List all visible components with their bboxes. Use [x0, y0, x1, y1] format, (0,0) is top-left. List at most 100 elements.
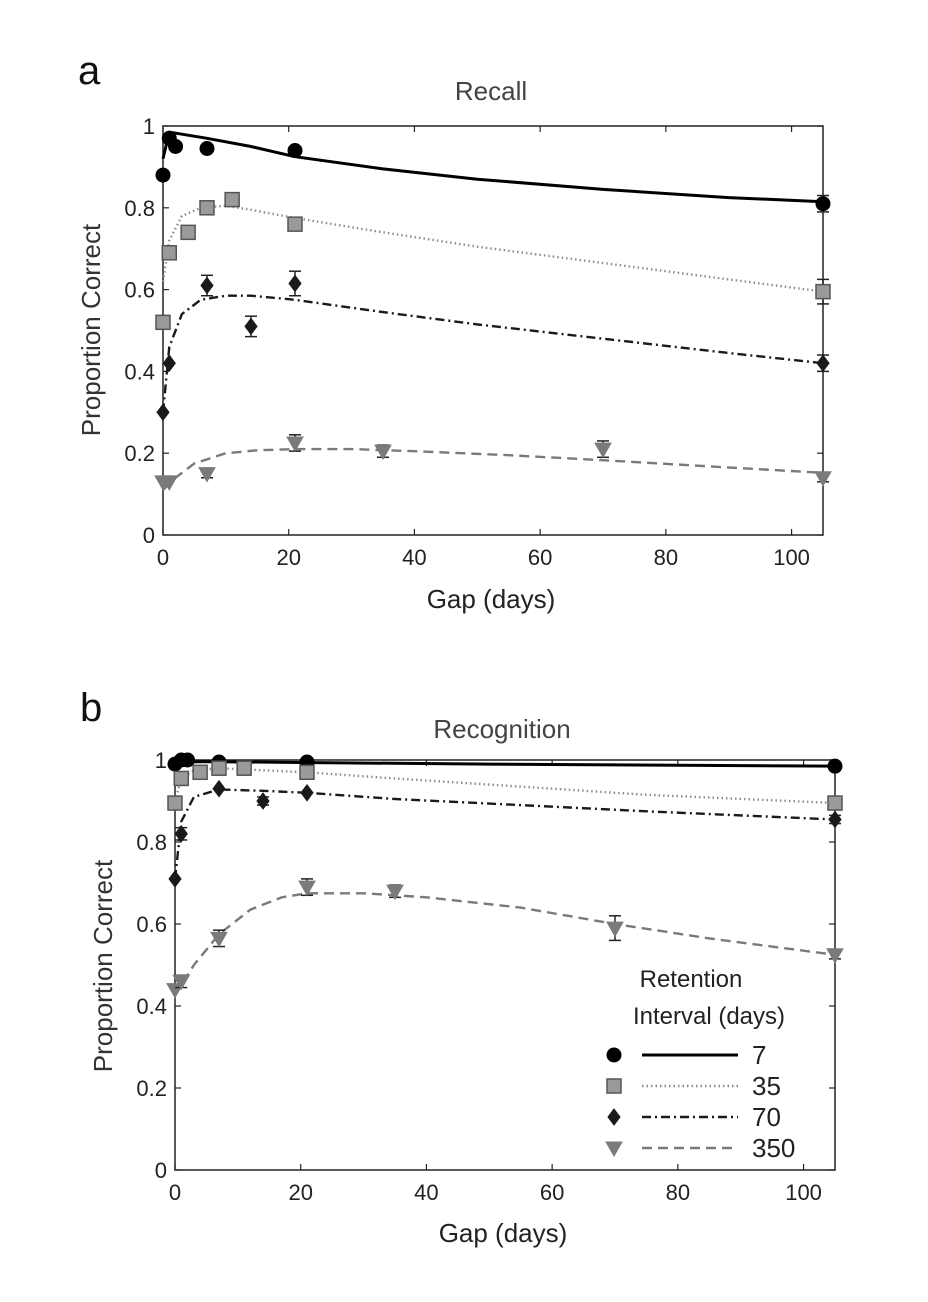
- recall-data-point-35: [161, 245, 178, 261]
- recognition-x-tick-label: 100: [785, 1180, 822, 1205]
- recall-data-point-7: [168, 138, 184, 154]
- recall-x-tick-label: 0: [157, 545, 169, 570]
- recall-data-point-350: [814, 471, 832, 487]
- recognition-series-70: [168, 779, 842, 888]
- legend-marker-70: [607, 1108, 621, 1126]
- recall-series-35: [155, 191, 831, 331]
- recall-y-tick-label: 0.8: [124, 196, 155, 221]
- legend-marker-7: [606, 1047, 622, 1063]
- legend-entry-35: 35: [606, 1071, 781, 1101]
- recall-y-axis-label: Proportion Correct: [76, 223, 106, 436]
- recall-data-point-350: [160, 475, 179, 491]
- recognition-x-tick-label: 60: [540, 1180, 564, 1205]
- recall-data-point-35: [199, 200, 215, 216]
- recognition-data-point-350: [298, 880, 316, 897]
- legend-title-line2: Interval (days): [633, 1003, 785, 1030]
- recall-data-point-70: [244, 317, 258, 336]
- recall-y-tick-label: 0: [143, 523, 155, 548]
- legend-marker-350: [605, 1141, 623, 1158]
- recall-y-tick-label: 0.2: [124, 441, 155, 466]
- recognition-y-tick-label: 0.2: [136, 1076, 167, 1101]
- recognition-y-tick-label: 1: [155, 748, 167, 773]
- recognition-data-point-350: [172, 974, 191, 991]
- recall-data-point-70: [200, 276, 214, 295]
- recall-panel: a Recall Gap (days) Proportion Correct 0…: [76, 49, 832, 614]
- legend-entry-70: 70: [607, 1102, 781, 1132]
- recall-data-point-35: [180, 224, 196, 241]
- recall-data-point-35: [287, 216, 303, 232]
- recall-y-tick-label: 0.6: [124, 278, 155, 303]
- recognition-data-point-35: [211, 760, 227, 776]
- recall-x-axis-label: Gap (days): [427, 584, 556, 614]
- recognition-panel: b Recognition Gap (days) Proportion Corr…: [80, 686, 844, 1248]
- recognition-x-tick-label: 80: [666, 1180, 690, 1205]
- recognition-y-axis-label: Proportion Correct: [88, 859, 118, 1072]
- recognition-x-axis-label: Gap (days): [439, 1218, 568, 1248]
- recognition-data-point-70: [300, 783, 314, 802]
- legend-entry-350: 350: [605, 1133, 795, 1163]
- recognition-x-tick-label: 40: [414, 1180, 438, 1205]
- recall-y-tick-label: 1: [143, 114, 155, 139]
- recognition-data-point-70: [828, 810, 842, 829]
- recognition-data-point-350: [386, 884, 404, 901]
- recall-data-point-70: [816, 354, 830, 373]
- recognition-data-point-70: [212, 779, 226, 798]
- legend-label-35: 35: [752, 1071, 781, 1101]
- recognition-series-350: [166, 878, 844, 999]
- recall-x-tick-label: 100: [773, 545, 810, 570]
- recognition-y-tick-label: 0.4: [136, 994, 167, 1019]
- recall-data-point-350: [374, 444, 392, 461]
- recall-data-point-7: [155, 167, 171, 183]
- recognition-data-point-35: [167, 795, 183, 811]
- recall-axes-box: [162, 125, 824, 536]
- recognition-y-tick-label: 0.6: [136, 912, 167, 937]
- legend-label-350: 350: [752, 1133, 795, 1163]
- legend-label-70: 70: [752, 1102, 781, 1132]
- recall-fit-line-7: [161, 130, 824, 204]
- recognition-fit-line-7: [173, 760, 836, 774]
- recognition-data-point-35: [827, 795, 843, 811]
- panel-label-a: a: [78, 49, 101, 93]
- recognition-data-point-70: [168, 870, 182, 888]
- recognition-plot-area: 0 20 40 60 80 100 0 0.2 0.4 0.6 0.8 1: [136, 748, 844, 1205]
- recall-data-point-7: [199, 140, 215, 156]
- recognition-data-point-70: [256, 792, 270, 810]
- recognition-series-35: [167, 760, 843, 811]
- recognition-data-point-350: [606, 921, 624, 938]
- recognition-fit-line-35: [173, 767, 836, 805]
- recall-data-point-70: [288, 274, 302, 293]
- legend-marker-35: [606, 1078, 622, 1094]
- recognition-data-point-350: [826, 948, 844, 964]
- recall-data-point-7: [815, 196, 831, 212]
- recall-data-point-70: [162, 354, 176, 373]
- recall-fit-line-350: [162, 447, 824, 491]
- recognition-axes-box: [174, 759, 836, 1171]
- recall-data-point-35: [224, 191, 240, 208]
- recognition-data-point-35: [236, 760, 252, 776]
- recognition-data-point-35: [173, 770, 190, 787]
- recall-data-point-35: [815, 283, 831, 300]
- recall-y-tick-label: 0.4: [124, 359, 155, 384]
- recall-fit-line-35: [161, 204, 824, 293]
- recall-plot-area: 0 20 40 60 80 100 0 0.2 0.4 0.6 0.8 1: [124, 114, 832, 570]
- recall-x-tick-label: 20: [276, 545, 300, 570]
- panel-label-b: b: [80, 686, 102, 730]
- recall-data-point-35: [155, 314, 171, 331]
- recall-data-point-350: [594, 442, 612, 459]
- recognition-fit-line-70: [173, 788, 836, 880]
- recall-title: Recall: [455, 76, 527, 106]
- recognition-data-point-350: [210, 931, 228, 948]
- legend-entry-7: 7: [606, 1040, 766, 1070]
- recognition-data-point-7: [827, 758, 843, 774]
- recall-data-point-70: [156, 403, 170, 422]
- recognition-x-tick-label: 0: [169, 1180, 181, 1205]
- recall-fit-line-70: [161, 294, 824, 413]
- recall-x-tick-label: 60: [528, 545, 552, 570]
- recognition-data-point-70: [174, 824, 188, 843]
- recognition-title: Recognition: [433, 714, 570, 744]
- recall-data-point-350: [286, 436, 304, 452]
- recognition-data-point-35: [192, 764, 208, 781]
- recall-series-7: [155, 130, 831, 213]
